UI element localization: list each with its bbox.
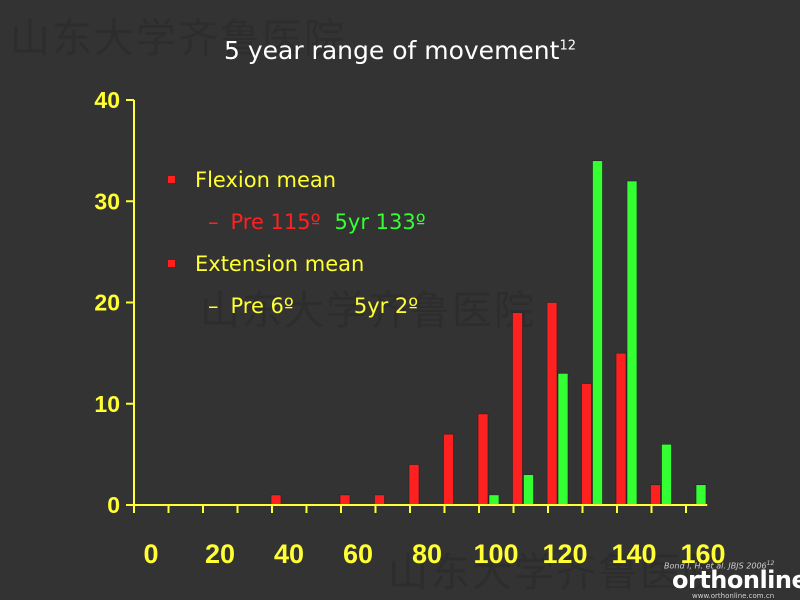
bar-series-1-70 [374, 494, 385, 506]
bar-series-2-100 [488, 494, 500, 506]
bar-series-2-160 [695, 484, 707, 506]
legend-flexion-5yr: 5yr 133º [334, 210, 426, 234]
x-tick-label: 160 [680, 539, 725, 569]
bullet-icon [168, 259, 175, 267]
bar-series-2-140 [626, 180, 638, 506]
slide-title-superscript: 12 [559, 38, 576, 54]
legend-flexion-values: – Pre 115º 5yr 133º [168, 204, 426, 246]
y-ticks-group: 0 10 20 30 40 [94, 87, 134, 518]
bullet-icon [168, 175, 175, 183]
bar-series-2-130 [592, 160, 603, 506]
slide-title-text: 5 year range of movement [223, 36, 560, 65]
legend-flexion-heading: Flexion mean [168, 162, 426, 204]
x-ticks-group: 0 20 40 60 80 100 120 140 160 [133, 505, 726, 569]
legend: Flexion mean – Pre 115º 5yr 133º Extension… [168, 162, 426, 330]
orthonline-logo: orthonline [672, 566, 800, 594]
bar-series-2-120 [557, 373, 569, 506]
dash-icon: – [208, 294, 219, 318]
legend-flexion-pre: Pre 115º [230, 210, 321, 234]
x-tick-label: 140 [611, 539, 656, 569]
bar-series-1-60 [339, 494, 351, 506]
citation-text: Bond I, H. et al. JBJS 2006 [664, 561, 767, 571]
bar-series-1-40 [270, 494, 282, 506]
bar-series-1-110 [512, 312, 523, 506]
legend-extension-pre: Pre 6º [230, 294, 294, 318]
legend-extension-heading-text: Extension mean [195, 252, 365, 276]
x-tick-label: 100 [473, 539, 518, 569]
legend-extension-heading: Extension mean [168, 246, 426, 288]
logo-url: www.orthonline.com.cn [692, 592, 775, 600]
y-tick-label: 40 [94, 87, 120, 113]
bar-series-1-90 [443, 433, 454, 506]
y-tick-label: 10 [94, 391, 120, 417]
citation: Bond I, H. et al. JBJS 200612 [664, 560, 774, 571]
y-tick-label: 0 [107, 492, 120, 518]
bar-series-1-80 [408, 464, 420, 506]
legend-extension-5yr: 5yr 2º [353, 294, 419, 318]
x-tick-label: 80 [412, 539, 442, 569]
bar-series-1-150 [650, 484, 661, 506]
bar-series-2-110 [523, 474, 534, 506]
bar-series-1-130 [581, 383, 592, 506]
legend-extension-values: – Pre 6º 5yr 2º [168, 288, 426, 330]
x-tick-label: 40 [274, 539, 304, 569]
x-tick-label: 120 [542, 539, 587, 569]
logo-text: orthonline [672, 566, 800, 594]
bar-series-1-140 [615, 352, 627, 506]
bars-group [270, 160, 707, 506]
legend-extension-5yr-label: 5yr 2º [354, 294, 418, 318]
x-tick-label: 60 [343, 539, 373, 569]
x-tick-label: 20 [205, 539, 235, 569]
bar-series-1-100 [477, 413, 489, 506]
y-tick-label: 30 [94, 188, 120, 214]
dash-icon: – [208, 210, 219, 234]
x-tick-label: 0 [143, 539, 158, 569]
legend-flexion-heading-text: Flexion mean [195, 168, 337, 192]
citation-superscript: 12 [766, 560, 775, 567]
bar-series-2-150 [661, 443, 672, 506]
y-tick-label: 20 [94, 290, 120, 316]
bar-series-1-120 [546, 302, 558, 506]
slide-title: 5 year range of movement12 [0, 36, 800, 65]
